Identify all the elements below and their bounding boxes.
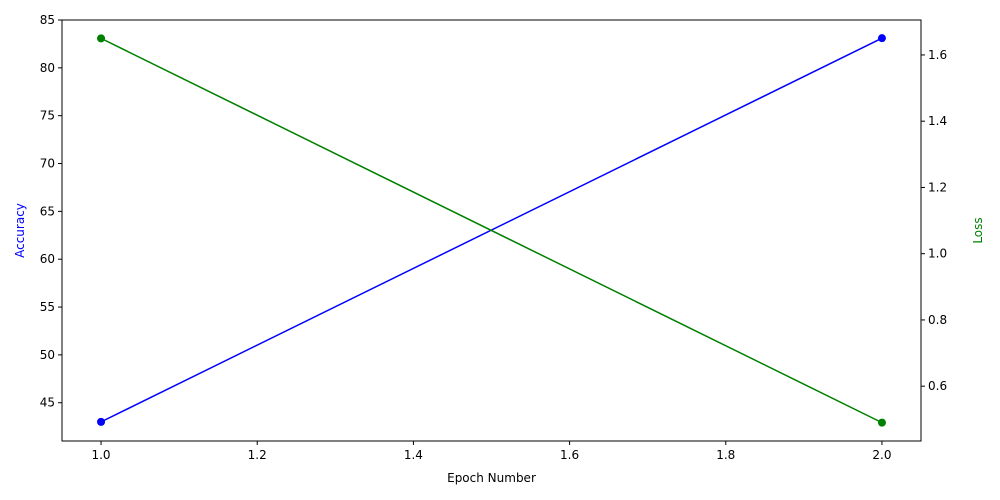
left-y-tick-label: 50: [40, 348, 55, 362]
plot-area: [97, 34, 886, 427]
left-y-tick-label: 80: [40, 61, 55, 75]
x-tick-label: 1.2: [248, 448, 267, 462]
right-y-tick-label: 0.8: [928, 313, 947, 327]
x-axis-label: Epoch Number: [447, 471, 536, 485]
right-y-tick-label: 1.6: [928, 48, 947, 62]
left-y-tick-label: 55: [40, 300, 55, 314]
right-y-tick-label: 1.0: [928, 247, 947, 261]
plot-frame: [61, 19, 922, 442]
left-y-tick-label: 65: [40, 204, 55, 218]
series-2-point: [877, 418, 886, 427]
x-tick-label: 1.0: [91, 448, 110, 462]
left-y-tick-label: 75: [40, 109, 55, 123]
axis-ticks: 1.0 1.2 1.4 1.6 1.8 2.0 45 50 55 60 65 70 75 80 85 0.6 0…: [40, 13, 947, 462]
right-y-tick-label: 1.2: [928, 180, 947, 194]
left-y-tick-label: 85: [40, 13, 55, 27]
x-tick-label: 1.4: [404, 448, 423, 462]
x-tick-label: 2.0: [872, 448, 891, 462]
x-tick-label: 1.8: [716, 448, 735, 462]
series-1-point: [877, 34, 886, 43]
left-y-tick-label: 70: [40, 157, 55, 171]
left-y-tick-label: 45: [40, 396, 55, 410]
left-y-tick-label: 60: [40, 252, 55, 266]
right-y-tick-label: 1.4: [928, 114, 947, 128]
series-2-point: [97, 34, 106, 43]
series-1-point: [97, 417, 106, 426]
left-y-axis-label: Accuracy: [13, 203, 27, 258]
right-y-axis-label: Loss: [971, 217, 985, 243]
x-tick-label: 1.6: [560, 448, 579, 462]
right-y-tick-label: 0.6: [928, 379, 947, 393]
series-2-line: [100, 37, 883, 424]
